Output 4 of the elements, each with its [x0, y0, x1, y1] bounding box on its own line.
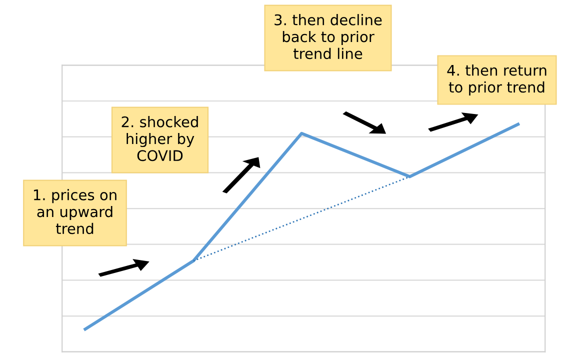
annotation: 2. shocked higher by COVID [122, 116, 198, 162]
text: 3. then decline back to prior trend line [274, 14, 382, 60]
annotation: 1. prices on an upward trend [34, 189, 116, 234]
text: 4. then return to prior trend [447, 64, 546, 96]
